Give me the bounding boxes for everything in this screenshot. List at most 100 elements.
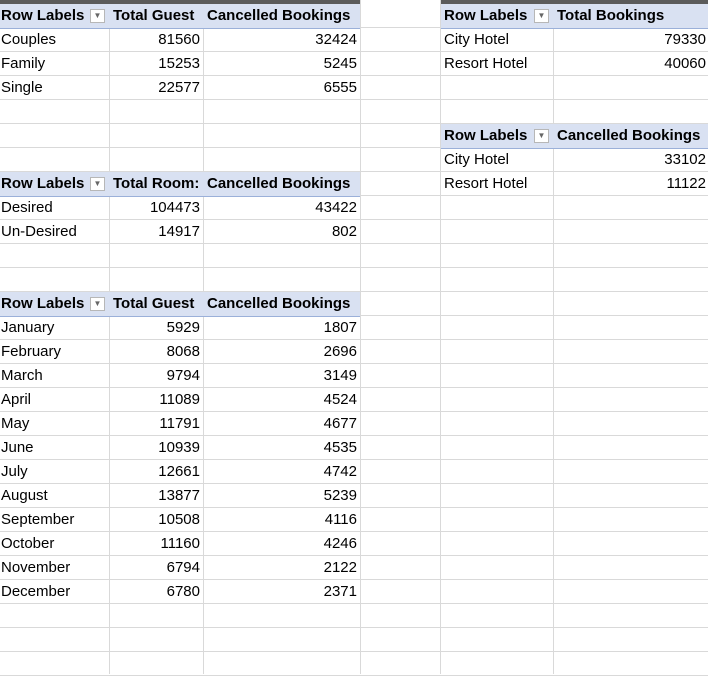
table-row[interactable]: January 5929 1807 [0, 316, 360, 340]
cancelled-value: 6555 [323, 79, 357, 96]
cancelled-value: 32424 [315, 31, 357, 48]
filter-dropdown-icon[interactable]: ▼ [90, 177, 105, 191]
cancelled-value: 2371 [323, 583, 357, 600]
cancelled-value: 4246 [323, 535, 357, 552]
row-label: September [1, 511, 75, 528]
pivot-header-row: Row Labels ▼ Total Guest Cancelled Booki… [0, 4, 360, 29]
column-header: Total Guest [113, 7, 195, 24]
total-value: 11160 [160, 535, 201, 552]
table-row[interactable]: Single 22577 6555 [0, 76, 360, 100]
table-row[interactable]: Resort Hotel 40060 [441, 52, 708, 76]
column-header: Total Room: [113, 175, 200, 192]
row-label: City Hotel [444, 151, 510, 168]
total-value: 6780 [166, 583, 200, 600]
total-value: 10939 [158, 439, 200, 456]
grid-row-line [0, 651, 708, 652]
grid-row-line [0, 555, 708, 556]
row-labels-header: Row Labels [444, 127, 528, 144]
cancelled-value: 2696 [323, 343, 357, 360]
filter-dropdown-icon[interactable]: ▼ [90, 297, 105, 311]
pivot-header-row: Row Labels ▼ Total Room: Cancelled Booki… [0, 172, 360, 197]
total-value: 22577 [158, 79, 200, 96]
total-value: 12661 [158, 463, 200, 480]
grid-row-line [0, 171, 708, 172]
cancelled-value: 1807 [323, 319, 357, 336]
table-row[interactable]: September 10508 4116 [0, 508, 360, 532]
row-label: Family [1, 55, 46, 72]
table-row[interactable]: October 11160 4246 [0, 532, 360, 556]
table-row[interactable]: April 11089 4524 [0, 388, 360, 412]
table-row[interactable]: July 12661 4742 [0, 460, 360, 484]
grid-row-line [0, 435, 708, 436]
row-label: Desired [1, 199, 53, 216]
row-label: January [1, 319, 55, 336]
pivot-header-row: Row Labels ▼ Total Bookings [441, 4, 708, 29]
grid-row-line [0, 459, 708, 460]
table-row[interactable]: June 10939 4535 [0, 436, 360, 460]
row-label: April [1, 391, 32, 408]
table-row[interactable]: City Hotel 79330 [441, 28, 708, 52]
selection-edge [0, 0, 360, 4]
total-value: 10508 [158, 511, 200, 528]
table-row[interactable]: August 13877 5239 [0, 484, 360, 508]
total-value: 13877 [158, 487, 200, 504]
cancelled-value: 3149 [323, 367, 357, 384]
pivot-header-row: Row Labels ▼ Total Guest Cancelled Booki… [0, 292, 360, 317]
grid-row-line [0, 579, 708, 580]
column-header: Cancelled Bookings [207, 7, 351, 24]
table-row[interactable]: Un-Desired 14917 802 [0, 220, 360, 244]
table-row[interactable]: Resort Hotel 11122 [441, 172, 708, 196]
grid-row-line [0, 627, 708, 628]
cancelled-value: 2122 [323, 559, 357, 576]
grid-column-line [360, 0, 361, 674]
table-row[interactable]: Desired 104473 43422 [0, 196, 360, 220]
grid-row-line [0, 411, 708, 412]
cancelled-value: 11122 [666, 175, 707, 192]
filter-dropdown-icon[interactable]: ▼ [534, 129, 549, 143]
row-label: Resort Hotel [444, 55, 528, 72]
grid-column-line [553, 0, 554, 674]
row-labels-header: Row Labels [1, 7, 85, 24]
total-value: 81560 [158, 31, 200, 48]
table-row[interactable]: Couples 81560 32424 [0, 28, 360, 52]
total-value: 11791 [159, 415, 200, 432]
row-label: May [1, 415, 30, 432]
filter-dropdown-icon[interactable]: ▼ [90, 9, 105, 23]
cancelled-value: 4116 [324, 511, 357, 528]
total-value: 14917 [158, 223, 200, 240]
cancelled-value: 4535 [323, 439, 357, 456]
column-header: Cancelled Bookings [557, 127, 701, 144]
grid-row-line [0, 99, 708, 100]
cancelled-value: 33102 [664, 151, 706, 168]
total-value: 9794 [166, 367, 200, 384]
pivot-header-row: Row Labels ▼ Cancelled Bookings [441, 124, 708, 149]
table-row[interactable]: February 8068 2696 [0, 340, 360, 364]
table-row[interactable]: Family 15253 5245 [0, 52, 360, 76]
table-row[interactable]: May 11791 4677 [0, 412, 360, 436]
row-labels-header: Row Labels [444, 7, 528, 24]
row-label: August [1, 487, 48, 504]
filter-dropdown-icon[interactable]: ▼ [534, 9, 549, 23]
table-row[interactable]: December 6780 2371 [0, 580, 360, 604]
total-value: 104473 [149, 199, 200, 216]
row-label: June [1, 439, 34, 456]
table-row[interactable]: November 6794 2122 [0, 556, 360, 580]
grid-row-line [0, 267, 708, 268]
grid-row-line [0, 531, 708, 532]
row-label: October [1, 535, 55, 552]
table-row[interactable]: City Hotel 33102 [441, 148, 708, 172]
cancelled-value: 4742 [323, 463, 357, 480]
row-label: March [1, 367, 43, 384]
row-label: City Hotel [444, 31, 510, 48]
row-labels-header: Row Labels [1, 295, 85, 312]
column-header: Total Bookings [557, 7, 665, 24]
grid-row-line [0, 363, 708, 364]
cancelled-value: 43422 [315, 199, 357, 216]
grid-row-line [0, 603, 708, 604]
grid-row-line [0, 243, 708, 244]
table-row[interactable]: March 9794 3149 [0, 364, 360, 388]
cancelled-value: 5239 [323, 487, 357, 504]
row-label: Resort Hotel [444, 175, 528, 192]
total-value: 79330 [664, 31, 706, 48]
